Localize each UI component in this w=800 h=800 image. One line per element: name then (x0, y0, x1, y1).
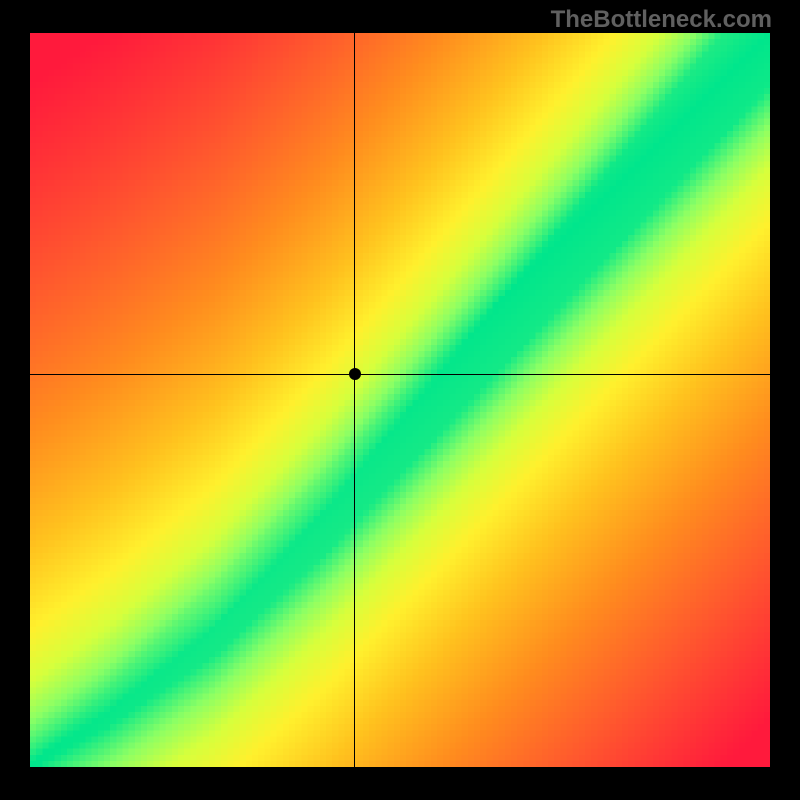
heatmap-canvas (30, 33, 770, 767)
crosshair-horizontal (30, 374, 770, 375)
chart-frame: TheBottleneck.com (0, 0, 800, 800)
plot-area (30, 33, 770, 767)
watermark-text: TheBottleneck.com (551, 6, 772, 34)
crosshair-vertical (354, 33, 355, 767)
